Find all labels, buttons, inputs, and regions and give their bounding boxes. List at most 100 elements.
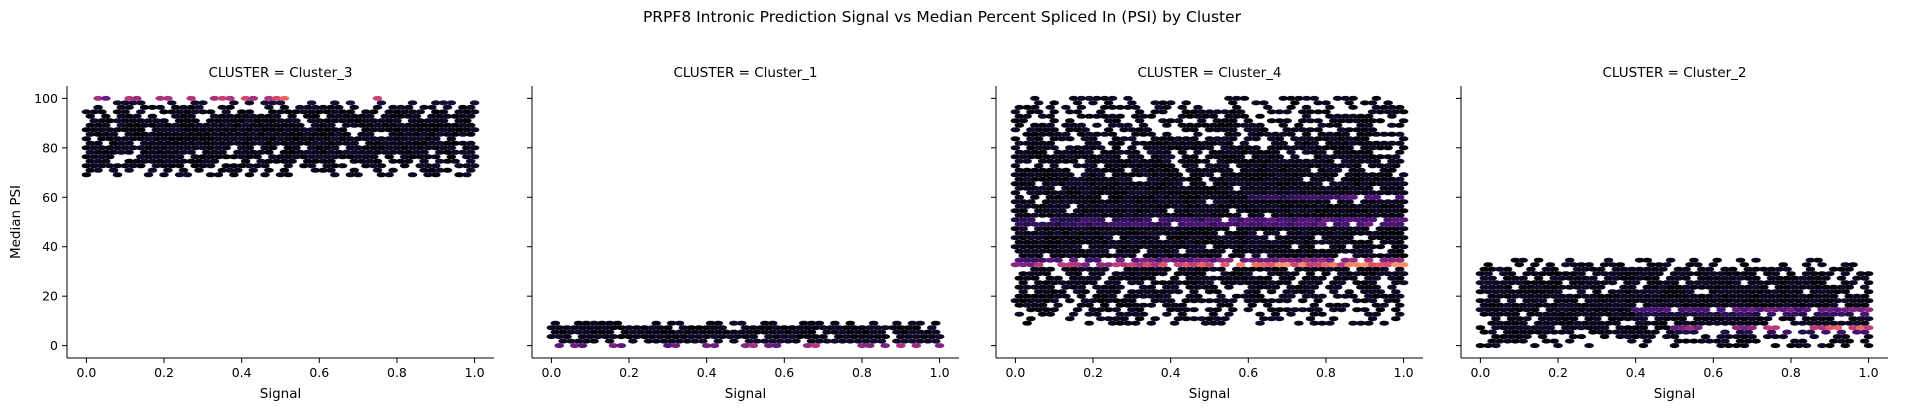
hexbin-cell	[1665, 329, 1676, 335]
hexbin-cell	[244, 127, 255, 133]
hexbin-cell	[1130, 203, 1141, 209]
hexbin-cell	[1061, 212, 1071, 218]
hexbin-cell	[1065, 235, 1075, 241]
hexbin-cell	[101, 95, 111, 101]
hexbin-cell	[132, 122, 142, 128]
hexbin-cell	[1243, 163, 1254, 169]
hexbin-cell	[1014, 221, 1025, 227]
hexbin-cell	[1080, 262, 1091, 268]
hexbin-cell	[651, 320, 661, 326]
hexbin-cell	[442, 140, 453, 146]
hexbin-cell	[1623, 307, 1633, 313]
hexbin-cell	[419, 167, 429, 173]
hexbin-cell	[1103, 307, 1114, 313]
hexbin-cell	[1518, 293, 1528, 299]
hexbin-cell	[1026, 307, 1036, 313]
hexbin-cell	[1704, 311, 1715, 317]
hexbin-cell	[1247, 185, 1257, 191]
hexbin-cell	[1297, 217, 1308, 223]
hexbin-cell	[287, 149, 297, 155]
hexbin-cell	[1181, 217, 1191, 223]
hexbin-cell	[1274, 118, 1285, 124]
hexbin-cell	[1235, 109, 1246, 115]
hexbin-cell	[1693, 316, 1703, 322]
hexbin-cell	[1379, 212, 1389, 218]
hexbin-cell	[1185, 293, 1195, 299]
hexbin-cell	[1693, 307, 1703, 313]
hexbin-cell	[1014, 140, 1025, 146]
hexbin-cell	[604, 338, 615, 344]
hexbin-cell	[1282, 127, 1292, 133]
hexbin-cell	[1638, 307, 1649, 313]
hexbin-cell	[1398, 208, 1409, 214]
hexbin-cell	[1111, 280, 1122, 286]
hexbin-cell	[89, 118, 99, 124]
hexbin-cell	[1580, 266, 1590, 272]
hexbin-cell	[1825, 325, 1835, 331]
hexbin-cell	[1053, 248, 1063, 254]
hexbin-cell	[1646, 307, 1656, 313]
hexbin-cell	[1297, 307, 1308, 313]
hexbin-cell	[283, 136, 294, 142]
hexbin-cell	[1134, 208, 1145, 214]
hexbin-cell	[1045, 167, 1056, 173]
hexbin-cell	[1018, 154, 1028, 160]
hexbin-cell	[1731, 325, 1742, 331]
hexbin-cell	[1375, 262, 1386, 268]
hexbin-cell	[1162, 104, 1172, 110]
hexbin-cell	[407, 154, 418, 160]
hexbin-cell	[1545, 289, 1556, 295]
hexbin-cell	[1065, 244, 1075, 250]
hexbin-cell	[764, 325, 774, 331]
hexbin-cell	[1801, 316, 1812, 322]
hexbin-cell	[1189, 271, 1199, 277]
hexbin-cell	[1340, 302, 1351, 308]
hexbin-cell	[423, 145, 433, 151]
hexbin-cell	[1611, 266, 1622, 272]
hexbin-cell	[221, 163, 231, 169]
hexbin-cell	[1317, 266, 1327, 272]
hexbin-cell	[713, 329, 724, 335]
hexbin-cell	[616, 334, 627, 340]
hexbin-cell	[151, 154, 162, 160]
hexbin-cell	[299, 109, 309, 115]
hexbin-cell	[1553, 289, 1563, 295]
hexbin-cell	[170, 158, 181, 164]
hexbin-cell	[1859, 311, 1870, 317]
hexbin-cell	[1673, 293, 1684, 299]
hexbin-cell	[1619, 311, 1629, 317]
hexbin-cell	[1255, 239, 1265, 245]
hexbin-cell	[1022, 320, 1032, 326]
hexbin-cell	[1061, 104, 1071, 110]
hexbin-cell	[1766, 329, 1777, 335]
hexbin-cell	[1530, 262, 1540, 268]
hexbin-cell	[1084, 158, 1094, 164]
hexbin-cell	[1165, 307, 1176, 313]
hexbin-cell	[1177, 140, 1188, 146]
hexbin-cell	[1216, 248, 1226, 254]
hexbin-cell	[585, 334, 595, 340]
hexbin-cell	[1522, 307, 1532, 313]
hexbin-cell	[1243, 289, 1254, 295]
hexbin-cell	[85, 158, 96, 164]
hexbin-cell	[1049, 127, 1059, 133]
hexbin-cell	[1286, 203, 1296, 209]
hexbin-cell	[1185, 167, 1195, 173]
hexbin-cell	[1309, 158, 1320, 164]
hexbin-cell	[1724, 271, 1734, 277]
hexbin-cell	[1228, 127, 1238, 133]
hexbin-cell	[1743, 266, 1754, 272]
hexbin-cell	[1576, 262, 1587, 268]
hexbin-cell	[1231, 149, 1242, 155]
hexbin-cell	[1603, 257, 1614, 263]
hexbin-cell	[1518, 302, 1528, 308]
hexbin-cell	[1294, 212, 1304, 218]
hexbin-cell	[349, 104, 360, 110]
hexbin-cell	[1177, 302, 1188, 308]
hexbin-cell	[1127, 235, 1137, 241]
hexbin-cell	[1270, 311, 1281, 317]
hexbin-cell	[213, 145, 224, 151]
hexbin-cell	[1255, 113, 1265, 119]
hexbin-cell	[1328, 262, 1339, 268]
hexbin-cell	[1340, 185, 1351, 191]
